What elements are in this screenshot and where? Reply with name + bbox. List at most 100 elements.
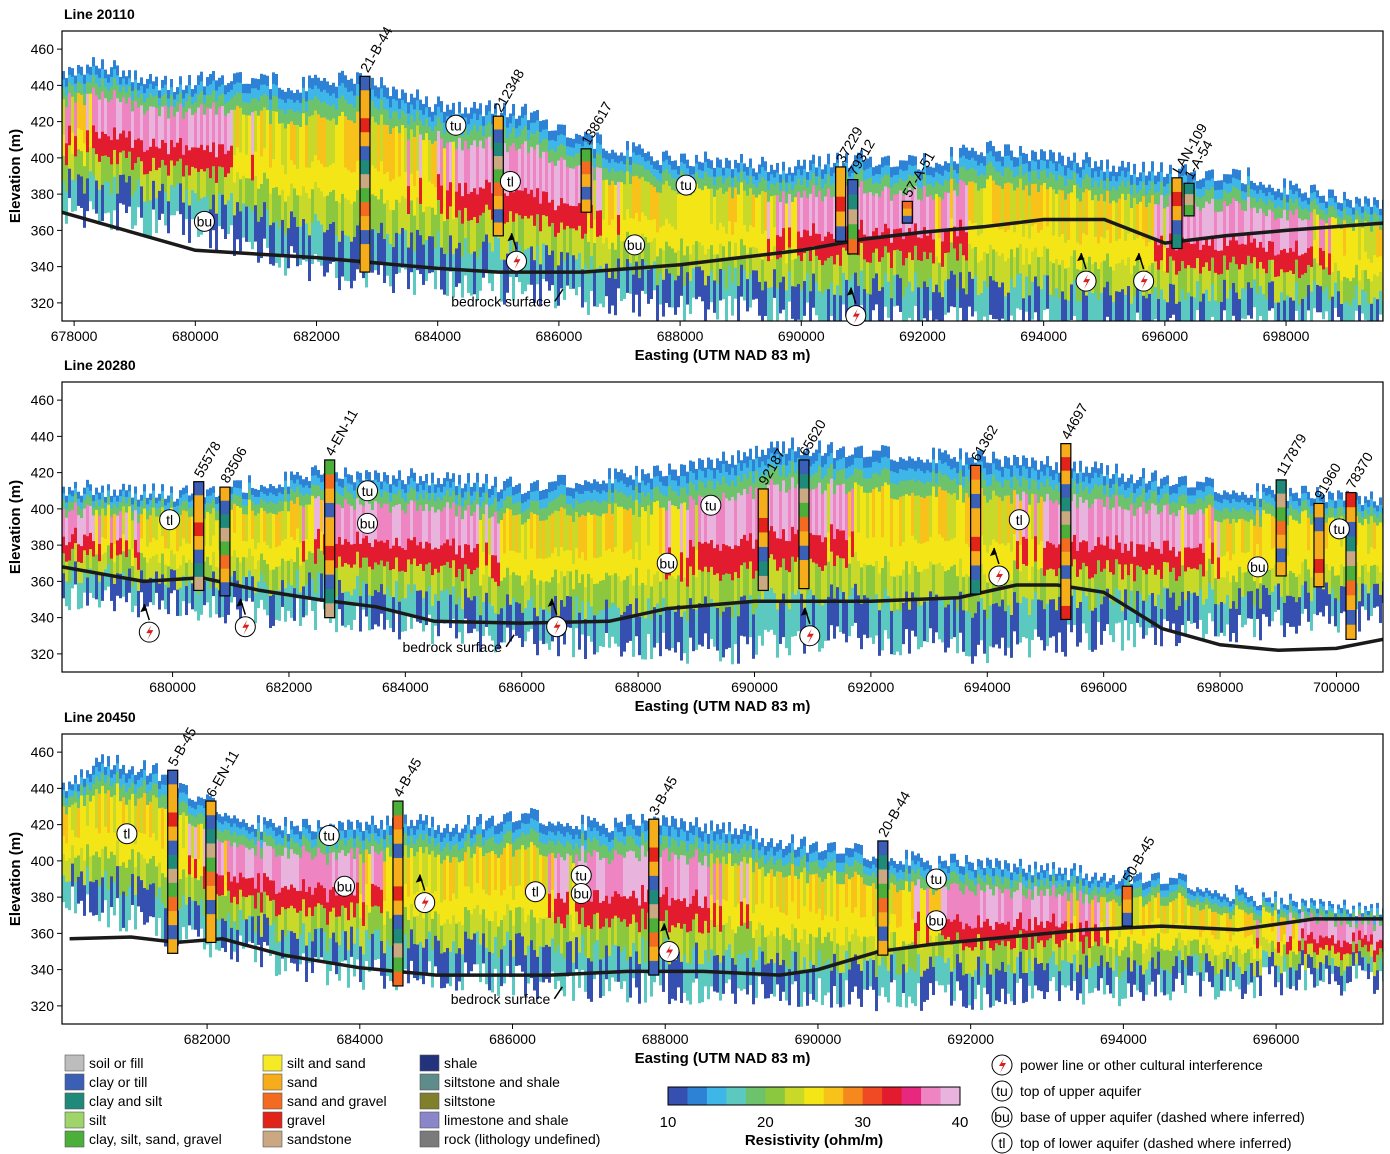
borehole-log: 65620 — [796, 417, 829, 590]
legend-symbol-circle — [991, 1132, 1013, 1154]
panel-title: Line 20280 — [64, 357, 136, 373]
lightning-bolt-icon — [999, 1058, 1006, 1073]
borehole-segment — [970, 493, 981, 509]
borehole-segment — [392, 900, 403, 916]
borehole-segment — [205, 900, 216, 915]
y-tick-label: 380 — [31, 889, 55, 905]
lithology-label: clay and silt — [89, 1093, 162, 1109]
borehole-outline — [1171, 177, 1183, 250]
colorbar-cell — [706, 1087, 727, 1105]
borehole-segment — [877, 940, 888, 956]
borehole-segment — [193, 563, 204, 578]
tl-marker: tl — [159, 509, 181, 531]
borehole-segment — [1276, 548, 1287, 563]
x-tick-label: 692000 — [947, 1031, 994, 1047]
borehole-segment — [648, 932, 659, 948]
borehole-segment — [392, 886, 403, 902]
borehole-segment — [193, 576, 204, 591]
borehole-outline — [167, 769, 179, 954]
well-label: 65620 — [796, 417, 829, 459]
borehole-segment — [167, 840, 178, 856]
x-tick-label: 680000 — [149, 679, 196, 695]
borehole-segment — [970, 579, 981, 595]
borehole-segment — [324, 574, 335, 590]
marker-code: bu — [360, 515, 376, 531]
marker-code: bu — [1250, 559, 1266, 575]
borehole-segment — [847, 194, 858, 210]
borehole-outline — [648, 818, 660, 976]
borehole-segment — [1313, 545, 1324, 560]
borehole-segment — [167, 770, 178, 785]
borehole-outline — [205, 800, 217, 944]
x-tick-label: 692000 — [848, 679, 895, 695]
borehole-segment — [167, 925, 178, 940]
tu-marker: tu — [357, 480, 379, 502]
borehole-segment — [970, 565, 981, 581]
tu-marker: tu — [925, 868, 947, 890]
lithology-label: sand — [287, 1074, 317, 1090]
x-tick-label: 682000 — [184, 1031, 231, 1047]
legend-symbol-code: bu — [994, 1109, 1010, 1125]
colorbar-cell — [745, 1087, 766, 1105]
borehole-segment — [758, 517, 769, 533]
lithology-label: gravel — [287, 1112, 325, 1128]
borehole-segment — [877, 912, 888, 928]
borehole-segment — [493, 182, 504, 197]
x-tick-label: 696000 — [1080, 679, 1127, 695]
borehole-segment — [324, 560, 335, 576]
borehole-segment — [1345, 551, 1356, 567]
borehole-segment — [798, 545, 809, 561]
x-tick-label: 694000 — [1020, 328, 1067, 344]
y-tick-label: 360 — [31, 222, 55, 238]
borehole-segment — [835, 181, 846, 198]
borehole-segment — [1060, 551, 1071, 566]
marker-code: tu — [362, 483, 374, 499]
well-label: 3-B-45 — [646, 773, 681, 818]
borehole-segment — [1345, 624, 1356, 640]
lithology-swatch — [64, 1092, 85, 1110]
borehole-outline — [1121, 885, 1133, 927]
borehole-segment — [758, 488, 769, 504]
borehole-outline — [1060, 443, 1072, 621]
x-tick-label: 686000 — [489, 1031, 536, 1047]
well-label: 4-EN-11 — [321, 406, 361, 458]
tu-marker: tu — [318, 825, 340, 846]
borehole-segment — [1345, 536, 1356, 552]
bu-marker: bu — [925, 910, 947, 932]
y-tick-label: 420 — [31, 114, 55, 130]
bedrock-label: bedrock surface — [451, 293, 551, 309]
lithology-swatch — [64, 1130, 85, 1148]
borehole-segment — [1345, 595, 1356, 611]
borehole-segment — [847, 179, 858, 195]
borehole-segment — [877, 883, 888, 899]
borehole-segment — [1276, 534, 1287, 549]
borehole-segment — [392, 872, 403, 887]
y-tick-label: 340 — [31, 610, 55, 626]
lightning-bolt-icon — [1140, 274, 1148, 290]
tu-marker: tu — [445, 114, 467, 136]
borehole-segment — [359, 216, 370, 231]
legend-symbol-label: base of upper aquifer (dashed where infe… — [1020, 1109, 1305, 1125]
lightning-bolt-icon — [421, 895, 429, 911]
resistivity-section — [62, 57, 1383, 321]
borehole-segment — [648, 904, 659, 919]
borehole-segment — [1171, 191, 1182, 207]
borehole-segment — [970, 508, 981, 524]
marker-circle — [624, 234, 646, 256]
borehole-segment — [493, 209, 504, 224]
borehole-segment — [219, 568, 230, 583]
borehole-segment — [902, 208, 913, 217]
borehole-outline — [193, 481, 205, 592]
borehole-segment — [835, 211, 846, 227]
borehole-segment — [798, 517, 809, 532]
borehole-segment — [648, 960, 659, 976]
lithology-swatch — [262, 1092, 283, 1110]
lithology-swatch — [64, 1111, 85, 1129]
borehole-segment — [1060, 497, 1071, 512]
marker-circle — [925, 910, 947, 932]
marker-circle — [357, 480, 379, 502]
borehole-segment — [648, 861, 659, 877]
colorbar-cell — [940, 1087, 961, 1105]
borehole-segment — [392, 843, 403, 859]
colorbar-cell — [862, 1087, 883, 1105]
